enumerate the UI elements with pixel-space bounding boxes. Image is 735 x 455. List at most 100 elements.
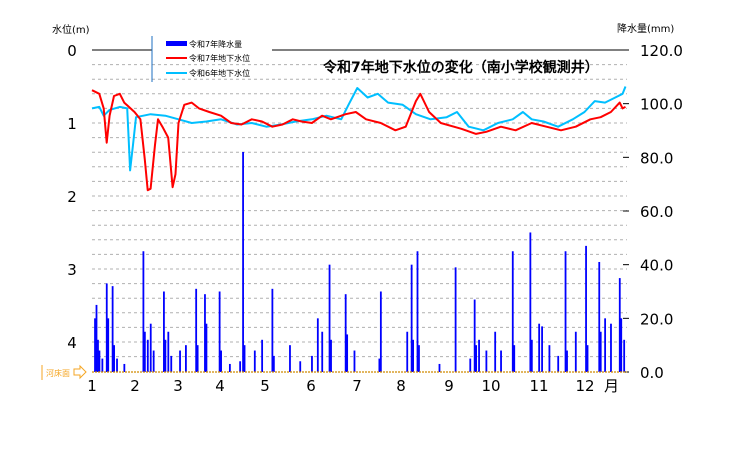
rain-bar [185,345,187,372]
rain-bar [107,318,110,372]
rain-bar [220,350,222,372]
rain-bar [143,331,146,372]
legend-label-gw2025: 令和7年地下水位 [189,53,250,63]
rain-bar [586,345,589,372]
rain-bar [454,267,457,372]
rain-bar [557,355,560,372]
rain-bar [243,345,246,372]
x-tick: 12 [575,377,594,395]
rain-bar [152,350,155,372]
y-right-tick: 120.0 [640,42,683,60]
rain-bar [418,345,420,372]
rain-bar [610,323,612,372]
x-tick: 1 [87,377,97,395]
rain-bar [604,318,607,372]
x-tick: 3 [173,377,183,395]
rain-bar [321,331,324,372]
line-gw2024 [91,86,627,172]
rain-bar [299,361,302,372]
rain-bar [564,251,567,372]
rain-bar [113,345,115,372]
rain-bar [530,339,533,372]
rain-bar [239,361,242,372]
legend-swatch-rain [166,41,187,46]
rain-bar [261,339,264,372]
rain-bar [344,294,347,372]
rain-bar [494,331,497,372]
rain-bar [475,345,478,372]
y-left-tick: 1 [67,115,77,133]
rain-bar [379,291,382,372]
rain-bar [566,350,568,372]
x-unit-label: 月 [604,377,619,395]
y-right-tick: 80.0 [640,149,673,167]
x-tick: 9 [444,377,454,395]
rain-bar [95,304,98,372]
y-right-tick: 100.0 [640,96,683,114]
rain-bar [167,331,170,372]
line-gw2025 [91,89,626,192]
rain-bar [412,339,414,372]
rain-bar [218,291,221,372]
rain-bar [142,251,145,372]
rain-bar [378,358,381,372]
riverbed-label: 河床面 [46,368,70,378]
rain-bar [406,331,409,372]
rain-bar [538,323,541,372]
rain-bar [620,318,623,372]
groundwater-lines [91,86,627,192]
rain-bar [94,318,96,372]
rain-bar [242,151,244,372]
y-right-tick: 20.0 [640,310,673,328]
rain-bar [111,286,114,372]
rain-bar [353,350,356,372]
y-left-tick: 2 [67,188,77,206]
rain-bar [623,339,626,372]
x-ticks: 1 2 3 4 5 6 7 8 9 10 11 12 [87,377,594,395]
rain-bar [164,339,167,372]
rain-bar [98,350,101,372]
rain-bar [289,345,291,372]
legend: 令和7年降水量 令和7年地下水位 令和6年地下水位 [166,39,250,78]
rain-bar [105,283,108,372]
rain-bars [94,151,626,372]
y-right-tick: 0.0 [640,364,664,382]
x-tick: 6 [306,377,316,395]
rain-bar [328,264,331,372]
x-tick: 10 [481,377,500,395]
rain-bar [473,299,476,372]
y-left-tick: 3 [67,261,77,279]
rain-bar [179,350,181,372]
y-right-ticks: 120.0 100.0 80.0 60.0 40.0 20.0 0.0 [623,42,683,382]
legend-label-gw2024: 令和6年地下水位 [189,68,250,78]
rain-bar [410,264,413,372]
rain-bar [316,318,319,372]
rain-bar [146,339,149,372]
rain-bar [513,345,516,372]
rain-bar [346,334,349,372]
x-tick: 5 [260,377,270,395]
rain-bar [469,358,472,372]
rain-bar [101,358,104,372]
y-left-ticks: 0 1 2 3 4 [67,42,77,352]
rain-bar [529,232,532,372]
rain-bar [196,345,199,372]
y-left-tick: 4 [67,334,77,352]
chart-title: 令和7年地下水位の変化（南小学校観測井） [322,59,599,76]
rain-bar [478,339,480,372]
rain-bar [228,363,231,372]
rain-bar [195,288,198,372]
riverbed-marker: 河床面 [41,364,87,380]
rain-bar [574,331,577,372]
rain-bar [311,355,313,372]
x-tick: 7 [352,377,362,395]
rain-bar [163,291,165,372]
rain-bar [205,323,208,372]
rain-bar [541,326,543,372]
rain-bar [204,294,206,372]
arrow-right-icon [73,364,87,380]
x-tick: 11 [529,377,548,395]
y-right-label: 降水量(mm) [617,22,674,35]
y-right-tick: 40.0 [640,257,673,275]
y-left-label: 水位(m) [52,23,90,36]
